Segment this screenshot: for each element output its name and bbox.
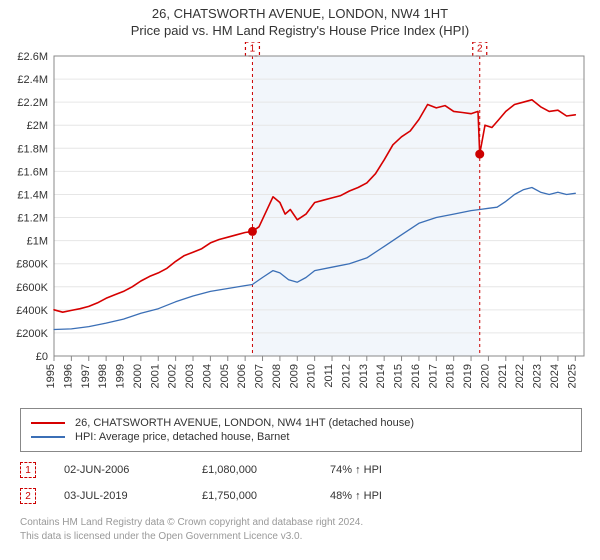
x-tick-label: 2024 xyxy=(549,364,561,388)
chart-area: £0 £200K £400K £600K £800K £1M £1.2M £1.4M £1.6M… xyxy=(8,42,592,402)
x-tick-label: 2023 xyxy=(532,364,544,388)
sale-date-0: 02-JUN-2006 xyxy=(64,464,174,476)
sale-row-0: 1 02-JUN-2006 £1,080,000 74% ↑ HPI xyxy=(20,462,580,478)
line-chart: £0 £200K £400K £600K £800K £1M £1.2M £1.4M £1.6M… xyxy=(8,42,592,402)
legend-swatch-1 xyxy=(31,436,65,438)
sale-diff-0: 74% ↑ HPI xyxy=(330,464,430,476)
sale-marker-1: 2 xyxy=(20,488,36,504)
y-tick-label: £400K xyxy=(16,305,48,317)
x-tick-label: 2008 xyxy=(271,364,283,388)
x-tick-label: 2002 xyxy=(167,364,179,388)
y-tick-label: £1.6M xyxy=(17,166,48,178)
x-tick-label: 2013 xyxy=(358,364,370,388)
x-tick-label: 2001 xyxy=(149,364,161,388)
y-tick-label: £2.2M xyxy=(17,97,48,109)
legend-label-0: 26, CHATSWORTH AVENUE, LONDON, NW4 1HT (… xyxy=(75,417,414,429)
y-tick-label: £800K xyxy=(16,259,48,271)
x-tick-label: 2014 xyxy=(375,364,387,388)
x-tick-label: 2016 xyxy=(410,364,422,388)
x-tick-label: 2018 xyxy=(445,364,457,388)
x-tick-label: 2003 xyxy=(184,364,196,388)
credits-line-1: Contains HM Land Registry data © Crown c… xyxy=(20,516,580,530)
y-tick-label: £2.4M xyxy=(17,74,48,86)
legend-box: 26, CHATSWORTH AVENUE, LONDON, NW4 1HT (… xyxy=(20,408,582,452)
x-tick-label: 2017 xyxy=(427,364,439,388)
x-tick-label: 1995 xyxy=(45,364,57,388)
y-tick-label: £600K xyxy=(16,282,48,294)
x-tick-label: 2025 xyxy=(566,364,578,388)
y-tick-label: £1M xyxy=(27,236,48,248)
sale-date-1: 03-JUL-2019 xyxy=(64,490,174,502)
x-tick-label: 2010 xyxy=(306,364,318,388)
x-tick-label: 2011 xyxy=(323,364,335,388)
x-tick-label: 1997 xyxy=(80,364,92,388)
credits-line-2: This data is licensed under the Open Gov… xyxy=(20,530,580,544)
x-tick-label: 2021 xyxy=(497,364,509,388)
legend-label-1: HPI: Average price, detached house, Barn… xyxy=(75,431,289,443)
sale-point xyxy=(475,150,484,159)
credits: Contains HM Land Registry data © Crown c… xyxy=(20,516,580,543)
sale-marker-0: 1 xyxy=(20,462,36,478)
title-main: 26, CHATSWORTH AVENUE, LONDON, NW4 1HT xyxy=(0,6,600,21)
below-chart: 26, CHATSWORTH AVENUE, LONDON, NW4 1HT (… xyxy=(20,408,580,543)
x-tick-label: 2006 xyxy=(236,364,248,388)
x-tick-label: 1999 xyxy=(115,364,127,388)
y-tick-label: £1.8M xyxy=(17,143,48,155)
y-tick-label: £2M xyxy=(27,120,48,132)
sale-diff-1: 48% ↑ HPI xyxy=(330,490,430,502)
chart-titles: 26, CHATSWORTH AVENUE, LONDON, NW4 1HT P… xyxy=(0,6,600,38)
sale-point xyxy=(248,227,257,236)
y-tick-label: £1.2M xyxy=(17,213,48,225)
sale-row-1: 2 03-JUL-2019 £1,750,000 48% ↑ HPI xyxy=(20,488,580,504)
y-tick-label: £1.4M xyxy=(17,189,48,201)
chart-marker-number: 2 xyxy=(477,44,483,55)
x-tick-label: 2020 xyxy=(479,364,491,388)
x-tick-label: 2004 xyxy=(201,364,213,388)
x-tick-label: 2022 xyxy=(514,364,526,388)
legend-row-1: HPI: Average price, detached house, Barn… xyxy=(31,431,571,443)
x-tick-label: 2009 xyxy=(288,364,300,388)
x-tick-label: 2015 xyxy=(393,364,405,388)
sale-price-0: £1,080,000 xyxy=(202,464,302,476)
y-tick-label: £0 xyxy=(36,351,48,363)
x-tick-label: 2012 xyxy=(340,364,352,388)
y-tick-label: £2.6M xyxy=(17,51,48,63)
x-tick-label: 2007 xyxy=(254,364,266,388)
chart-marker-number: 1 xyxy=(250,44,256,55)
legend-swatch-0 xyxy=(31,422,65,424)
x-tick-label: 2000 xyxy=(132,364,144,388)
x-tick-label: 1998 xyxy=(97,364,109,388)
sale-price-1: £1,750,000 xyxy=(202,490,302,502)
legend-row-0: 26, CHATSWORTH AVENUE, LONDON, NW4 1HT (… xyxy=(31,417,571,429)
y-tick-label: £200K xyxy=(16,328,48,340)
x-tick-label: 2019 xyxy=(462,364,474,388)
title-sub: Price paid vs. HM Land Registry's House … xyxy=(0,23,600,38)
x-tick-label: 2005 xyxy=(219,364,231,388)
x-tick-label: 1996 xyxy=(62,364,74,388)
